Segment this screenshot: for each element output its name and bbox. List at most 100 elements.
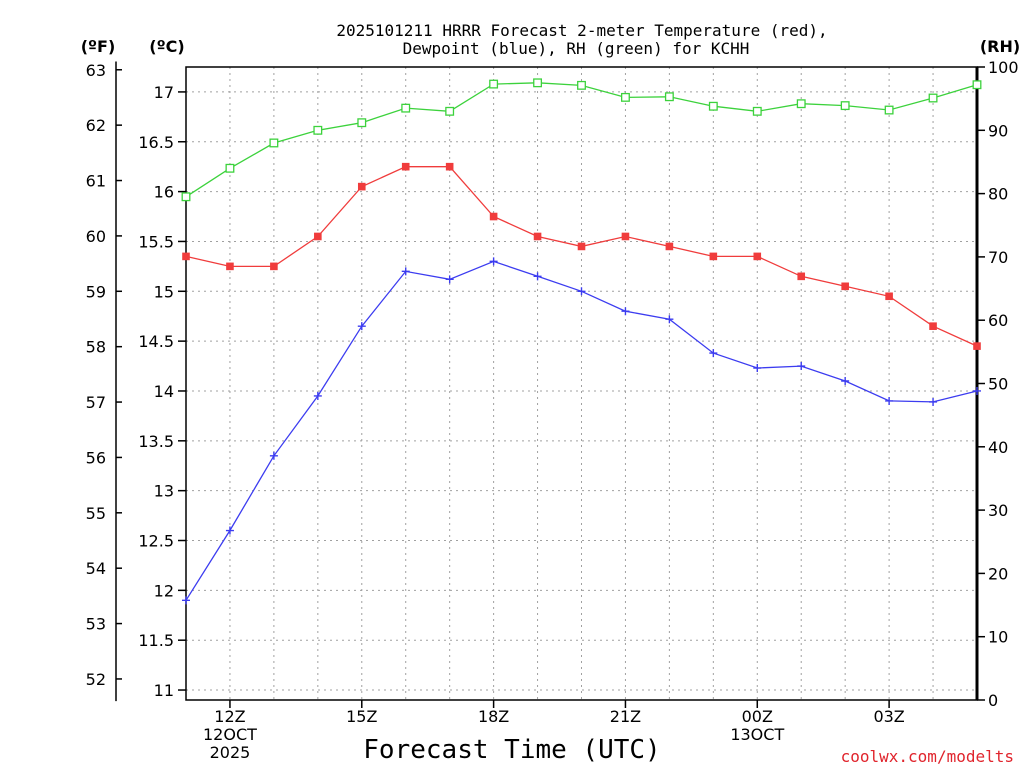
- rh-point: [840, 101, 850, 111]
- temperature-point: [753, 252, 762, 261]
- temperature-point: [226, 262, 234, 271]
- temperature-point: [533, 232, 542, 241]
- rh-point: [796, 99, 806, 109]
- temperature-point: [445, 162, 454, 171]
- temperature-point: [929, 322, 937, 330]
- celsius-tick-label: 13.5: [138, 432, 174, 451]
- dewpoint-point: [753, 364, 762, 373]
- celsius-tick-label: 15.5: [138, 232, 174, 251]
- x-tick-label: 21Z: [610, 707, 641, 726]
- dewpoint-line: [185, 260, 978, 601]
- chart-title-line1: 2025101211 HRRR Forecast 2-meter Tempera…: [336, 21, 827, 40]
- rh-tick-label: 60: [988, 311, 1008, 330]
- celsius-tick-label: 13: [154, 482, 174, 501]
- dewpoint-point: [269, 451, 278, 460]
- temperature-point: [797, 272, 806, 281]
- rh-point: [620, 92, 630, 102]
- celsius-unit-label: (ºC): [149, 37, 184, 56]
- rh-point: [489, 79, 499, 89]
- temperature-point: [401, 162, 410, 171]
- rh-point: [708, 101, 718, 111]
- x-tick-label: 13OCT: [730, 725, 784, 744]
- rh-tick-label: 0: [988, 691, 998, 710]
- dewpoint-point: [621, 307, 630, 316]
- temperature-point: [973, 342, 981, 350]
- celsius-tick-label: 16: [154, 183, 174, 202]
- fahrenheit-tick-label: 55: [86, 504, 106, 523]
- celsius-tick-label: 11: [154, 681, 174, 700]
- temperature-point: [270, 262, 278, 271]
- rh-point: [972, 80, 982, 90]
- fahrenheit-tick-label: 63: [86, 61, 106, 80]
- rh-point: [313, 125, 323, 135]
- series-dewpoint: [182, 257, 981, 605]
- celsius-tick-label: 14: [154, 382, 174, 401]
- dewpoint-point: [885, 396, 894, 405]
- dewpoint-point: [577, 287, 586, 296]
- fahrenheit-tick-label: 57: [86, 393, 106, 412]
- fahrenheit-tick-label: 54: [86, 559, 106, 578]
- x-tick-label: 15Z: [346, 707, 377, 726]
- rh-point: [401, 103, 411, 113]
- rh-tick-label: 10: [988, 628, 1008, 647]
- axes: 52 53 54 55 56 57 58 59 60 61 62 63 11 11.5 12 12.5 13 13…: [86, 58, 1019, 762]
- credit-text: coolwx.com/modelts: [841, 747, 1014, 766]
- dewpoint-point: [973, 386, 981, 395]
- rh-point: [752, 106, 762, 116]
- rh-point: [533, 78, 543, 88]
- x-tick-label: 12OCT: [203, 725, 257, 744]
- temperature-point: [665, 242, 674, 251]
- celsius-tick-label: 15: [154, 282, 174, 301]
- temperature-point: [577, 242, 586, 251]
- celsius-tick-label: 14.5: [138, 332, 174, 351]
- series-rh: [181, 78, 982, 202]
- dewpoint-point: [182, 596, 190, 605]
- temperature-point: [182, 252, 190, 261]
- series-temperature: [182, 162, 981, 350]
- x-tick-label: 18Z: [478, 707, 509, 726]
- rh-tick-label: 80: [988, 185, 1008, 204]
- chart-title-line2: Dewpoint (blue), RH (green) for KCHH: [403, 39, 750, 58]
- rh-unit-label: (RH): [980, 37, 1020, 56]
- rh-point: [577, 80, 586, 90]
- fahrenheit-tick-label: 56: [86, 448, 106, 467]
- rh-point: [884, 105, 894, 115]
- x-tick-label: 00Z: [742, 707, 773, 726]
- rh-tick-label: 30: [988, 501, 1008, 520]
- fahrenheit-tick-label: 58: [86, 338, 106, 357]
- temperature-point: [841, 282, 849, 291]
- celsius-tick-label: 11.5: [138, 631, 174, 650]
- rh-point: [445, 106, 455, 116]
- celsius-tick-label: 16.5: [138, 133, 174, 152]
- rh-point: [664, 92, 674, 102]
- temperature-point: [621, 232, 630, 241]
- temperature-point: [489, 212, 498, 221]
- dewpoint-point: [313, 391, 322, 400]
- rh-tick-label: 20: [988, 564, 1008, 583]
- dewpoint-point: [797, 362, 806, 371]
- rh-point: [357, 118, 367, 128]
- x-axis-label: Forecast Time (UTC): [363, 735, 660, 765]
- rh-point: [225, 163, 235, 173]
- temperature-point: [314, 232, 322, 241]
- celsius-tick-label: 12.5: [138, 532, 174, 551]
- rh-tick-label: 90: [988, 121, 1008, 140]
- plot-frame: [185, 66, 978, 701]
- dewpoint-point: [401, 267, 410, 276]
- fahrenheit-tick-label: 61: [86, 172, 106, 191]
- dewpoint-point: [533, 272, 542, 281]
- fahrenheit-tick-label: 62: [86, 116, 106, 135]
- temperature-point: [357, 182, 366, 191]
- temperature-point: [709, 252, 718, 261]
- rh-tick-label: 40: [988, 438, 1008, 457]
- x-tick-label: 2025: [210, 743, 251, 762]
- fahrenheit-tick-label: 59: [86, 282, 106, 301]
- dewpoint-point: [357, 322, 366, 331]
- fahrenheit-tick-label: 53: [86, 615, 106, 634]
- data-series: [181, 78, 982, 605]
- rh-tick-label: 100: [988, 58, 1019, 77]
- x-tick-label: 12Z: [214, 707, 245, 726]
- fahrenheit-tick-label: 60: [86, 227, 106, 246]
- dewpoint-point: [225, 526, 234, 535]
